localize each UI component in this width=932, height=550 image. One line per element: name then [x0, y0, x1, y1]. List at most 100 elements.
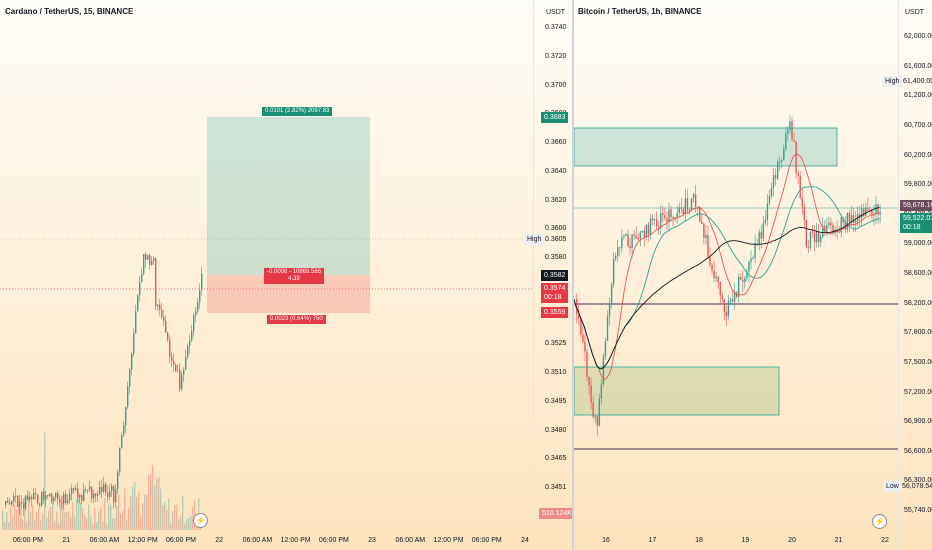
btc-tag-b: 59,522.01 00:18 [900, 213, 932, 233]
volume-bar [38, 508, 40, 530]
candle-body [107, 493, 109, 497]
candle-body [195, 311, 197, 316]
candle-body [703, 223, 705, 239]
candle-body [617, 247, 619, 256]
supply-zone [574, 127, 838, 167]
candle-body [850, 215, 853, 223]
candle-body [83, 489, 85, 501]
candle-body [627, 233, 629, 247]
volume-bar [72, 502, 74, 530]
volume-bar [32, 504, 34, 530]
candle-body [27, 495, 29, 500]
candle-body [623, 235, 625, 238]
candle-body [153, 258, 155, 262]
candle-body [201, 273, 203, 290]
volume-bar [146, 494, 148, 530]
candle-body [781, 159, 783, 162]
volume-bar [178, 518, 180, 530]
candle-body [606, 316, 609, 341]
volume-bar [118, 494, 120, 530]
candle-body [651, 218, 654, 221]
candle-body [701, 221, 703, 224]
candle-body [157, 304, 159, 307]
candle-body [187, 345, 189, 357]
candle-body [17, 496, 19, 507]
candle-body [75, 488, 77, 490]
lightning-icon[interactable]: ⚡ [872, 514, 887, 529]
btc-countdown: 00:18 [903, 224, 921, 231]
candle-body [127, 386, 129, 407]
candle-body [674, 217, 676, 219]
candle-body [684, 198, 687, 215]
candle-body [809, 231, 812, 249]
ada-currency-label: USDT [546, 9, 566, 16]
candle-body [151, 261, 153, 265]
candle-body [191, 331, 193, 341]
candle-body [602, 356, 605, 385]
volume-bar [4, 521, 6, 530]
volume-bar [84, 515, 86, 530]
countdown: 00:18 [544, 294, 562, 301]
time-tick: 12:00 PM [280, 537, 311, 544]
candle-body [826, 225, 828, 232]
candle-body [863, 208, 865, 216]
price-tick: 58,200.00 [904, 299, 932, 307]
price-tick: 59,800.00 [904, 181, 932, 189]
candle-body [582, 334, 584, 342]
candle-body [639, 232, 641, 240]
candle-body [586, 351, 588, 377]
panel-divider[interactable] [572, 0, 574, 550]
candle-body [596, 416, 598, 426]
volume-bar [168, 498, 170, 530]
candle-body [95, 493, 97, 496]
btc-price-axis[interactable] [898, 0, 899, 550]
candle-body [31, 496, 33, 500]
candle-body [49, 493, 51, 496]
price-tick: 56,600.00 [904, 447, 932, 455]
time-tick: 22 [881, 537, 889, 544]
candle-body [588, 376, 590, 386]
ada-chart-canvas[interactable] [0, 0, 574, 550]
volume-bar [176, 504, 178, 530]
candle-body [93, 493, 95, 499]
candle-body [875, 204, 877, 215]
volume-bar [100, 507, 102, 530]
candle-body [165, 320, 167, 333]
candle-body [123, 425, 125, 436]
candle-body [133, 333, 135, 354]
btc-high-label: High [882, 76, 903, 87]
price-tick: 0.3510 [545, 369, 567, 376]
volume-bar [124, 488, 126, 530]
volume-bar [182, 496, 184, 530]
candle-body [13, 495, 15, 502]
price-tick: 0.3700 [545, 81, 567, 89]
candle-body [629, 246, 631, 249]
price-tick: 57,500.00 [904, 358, 932, 366]
volume-bar [20, 508, 22, 530]
candle-body [822, 225, 824, 237]
candle-body [707, 235, 709, 257]
price-tick: 61,600.00 [904, 62, 932, 70]
candle-body [101, 487, 103, 492]
btc-chart-title: Bitcoin / TetherUS, 1h, BINANCE [578, 7, 702, 16]
ada-chart-panel[interactable]: Cardano / TetherUS, 15, BINANCE USDT 0.3… [0, 0, 574, 550]
price-tick: 0.3640 [545, 167, 567, 175]
candle-body [113, 486, 115, 503]
candle-body [637, 237, 639, 240]
candle-body [656, 219, 658, 227]
candle-body [197, 302, 199, 312]
candle-body [125, 406, 127, 426]
lightning-icon[interactable]: ⚡ [193, 513, 208, 528]
ada-price-axis[interactable] [533, 0, 534, 550]
btc-chart-panel[interactable]: Bitcoin / TetherUS, 1h, BINANCE USDT 62,… [574, 0, 932, 550]
volume-bar [16, 510, 18, 530]
volume-bar [78, 497, 80, 530]
btc-chart-canvas[interactable] [574, 0, 932, 550]
volume-bar [134, 482, 136, 530]
candle-body [51, 493, 53, 502]
candle-body [183, 369, 185, 375]
volume-bar [80, 502, 82, 530]
candle-body [21, 501, 23, 504]
candle-body [811, 231, 814, 233]
price-tick: 58,600.00 [904, 270, 932, 277]
